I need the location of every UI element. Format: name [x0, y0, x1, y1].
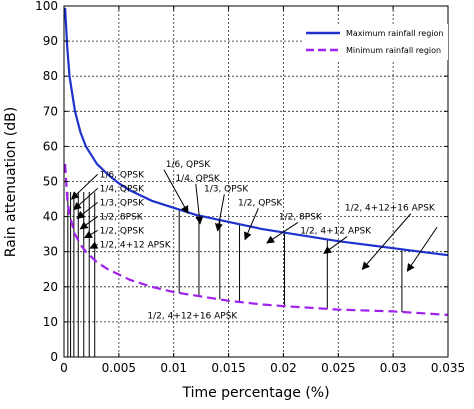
y-tick-label: 50 — [43, 175, 58, 189]
y-axis-title: Rain attenuation (dB) — [3, 107, 19, 257]
annotation-arrow — [73, 187, 98, 211]
legend-box — [302, 24, 448, 60]
annotation-label: 1/3, QPSK — [100, 198, 145, 208]
annotation-label: 1/2, QPSK — [100, 226, 145, 236]
y-tick-label: 60 — [43, 139, 58, 153]
legend: Maximum rainfall region Minimum rainfall… — [302, 24, 448, 60]
y-tick-label: 100 — [35, 0, 58, 13]
y-tick-label: 70 — [43, 104, 58, 118]
annotation-label: 1/2, 4+12 APSK — [300, 226, 372, 236]
annotation-arrow — [323, 236, 348, 255]
x-axis-title: Time percentage (%) — [181, 385, 329, 401]
x-tick-label: 0 — [60, 361, 68, 375]
annotation-arrow — [79, 216, 98, 230]
y-tick-label: 40 — [43, 210, 58, 224]
x-tick-label: 0.01 — [160, 361, 187, 375]
y-tick-label: 10 — [43, 315, 58, 329]
annotation-arrow — [266, 221, 299, 244]
annotation-label: 1/3, QPSK — [204, 184, 249, 194]
annotation-label: 1/2, 4+12+16 APSK — [147, 312, 238, 322]
annotation-label: 1/2, QPSK — [238, 198, 283, 208]
legend-label-maximum: Maximum rainfall region — [346, 29, 443, 38]
x-tick-label: 0.025 — [321, 361, 355, 375]
annotation-label: 1/6, QPSK — [166, 160, 211, 170]
annotation-arrow — [89, 241, 99, 249]
x-axis-ticks: 0 0.005 0.01 0.015 0.02 0.025 0.03 0.035 — [60, 6, 465, 375]
annotation-arrow — [163, 169, 189, 214]
annotation-arrow — [70, 173, 99, 200]
annotation-arrows — [70, 169, 438, 272]
y-tick-label: 80 — [43, 69, 58, 83]
y-tick-label: 90 — [43, 34, 58, 48]
annotation-arrow — [214, 194, 225, 232]
y-axis-ticks: 0 10 20 30 40 50 60 70 80 90 100 — [35, 0, 448, 364]
annotation-arrow — [83, 230, 98, 239]
annotation-arrow — [361, 213, 412, 271]
x-tick-label: 0.005 — [102, 361, 136, 375]
x-tick-label: 0.035 — [431, 361, 465, 375]
annotation-label: 1/6, QPSK — [100, 170, 145, 180]
annotation-label: 1/2, 4+12+16 APSK — [345, 204, 436, 214]
series-line-minimum — [64, 163, 449, 316]
x-tick-label: 0.02 — [270, 361, 297, 375]
annotation-arrow — [406, 226, 438, 272]
x-tick-label: 0.03 — [380, 361, 407, 375]
y-tick-label: 30 — [43, 245, 58, 259]
y-tick-label: 20 — [43, 280, 58, 294]
x-tick-label: 0.015 — [211, 361, 245, 375]
annotation-label: 1/4, QPSK — [100, 184, 145, 194]
y-tick-label: 0 — [50, 350, 58, 364]
legend-label-minimum: Minimum rainfall region — [346, 46, 441, 55]
annotation-label: 1/2, 8PSK — [279, 212, 323, 222]
annotation-arrow — [195, 183, 204, 225]
annotation-label: 1/2, 4+12 APSK — [100, 240, 172, 250]
annotation-label: 1/2, 8PSK — [100, 212, 144, 222]
annotation-arrow — [76, 201, 98, 219]
annotation-label: 1/4, QPSK — [175, 174, 220, 184]
annotation-arrow — [244, 208, 259, 241]
